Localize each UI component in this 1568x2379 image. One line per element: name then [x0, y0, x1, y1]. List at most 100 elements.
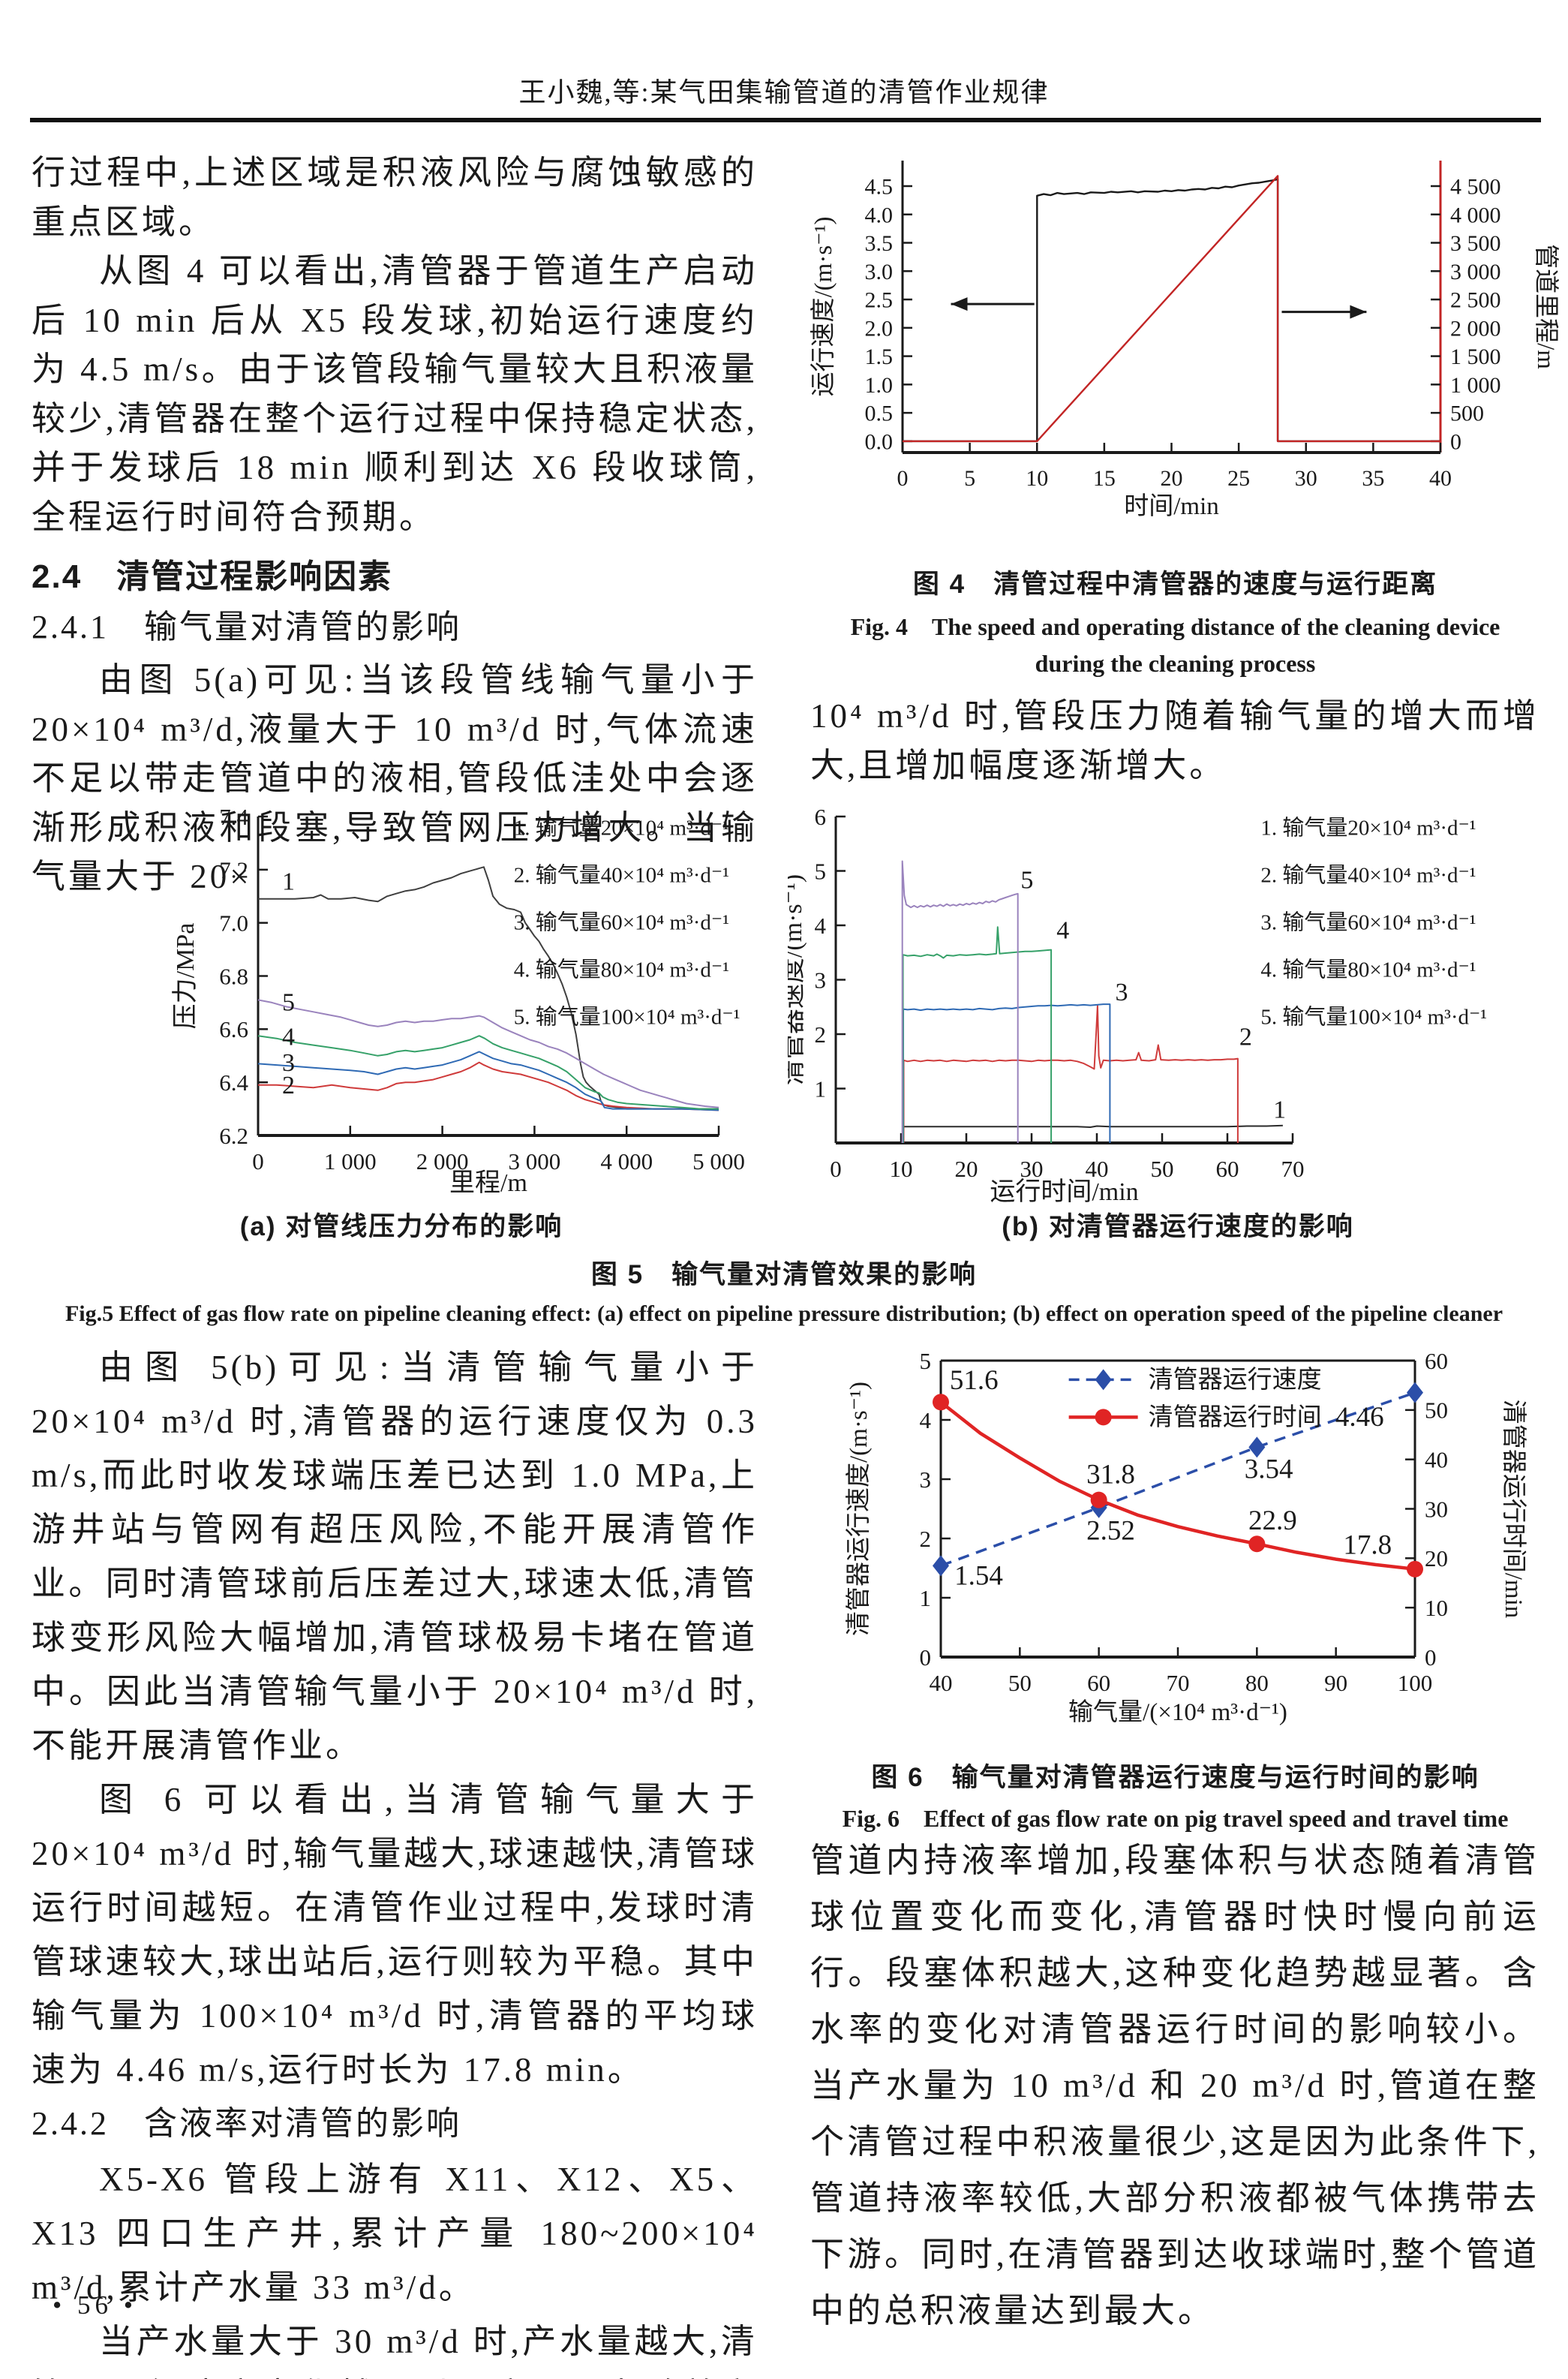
svg-text:60: 60: [1216, 1156, 1239, 1182]
paragraph: 由图 5(b)可见:当清管输气量小于 20×10⁴ m³/d 时,清管器的运行速…: [32, 1349, 758, 1764]
svg-text:0: 0: [1450, 429, 1461, 454]
svg-text:51.6: 51.6: [950, 1365, 999, 1396]
svg-text:10: 10: [890, 1156, 913, 1182]
svg-text:4.46: 4.46: [1335, 1402, 1384, 1433]
svg-text:40: 40: [930, 1670, 953, 1696]
paragraph: 图 6 可以看出,当清管输气量大于 20×10⁴ m³/d 时,输气量越大,球速…: [32, 1781, 758, 2089]
svg-text:3 000: 3 000: [509, 1148, 561, 1174]
figure5-caption-zh: 图 5 输气量对清管效果的影响: [590, 1260, 978, 1289]
svg-text:5: 5: [815, 858, 827, 884]
figure4-caption-en-line2: during the cleaning process: [1035, 650, 1316, 677]
paragraph: 行过程中,上述区域是积液风险与腐蚀敏感的重点区域。: [32, 154, 758, 241]
svg-text:3. 输气量60×10⁴ m³·d⁻¹: 3. 输气量60×10⁴ m³·d⁻¹: [1260, 910, 1476, 935]
svg-text:2.52: 2.52: [1086, 1516, 1135, 1547]
svg-text:5: 5: [1020, 867, 1033, 895]
svg-text:25: 25: [1227, 466, 1250, 491]
section-heading-2-4: 2.4 清管过程影响因素: [32, 558, 393, 595]
paragraph: 当产水量大于 30 m³/d 时,产水量越大,清管器运行速度变化越剧烈。这是因为…: [32, 2323, 758, 2379]
svg-text:2: 2: [282, 1072, 295, 1099]
svg-text:40: 40: [1425, 1447, 1448, 1473]
page-header-title: 王小魏,等:某气田集输管道的清管作业规律: [518, 77, 1050, 107]
svg-text:5: 5: [964, 466, 975, 491]
svg-text:管道里程/m: 管道里程/m: [1532, 244, 1559, 369]
svg-text:2: 2: [815, 1021, 827, 1048]
svg-text:70: 70: [1167, 1670, 1190, 1696]
svg-text:4.0: 4.0: [865, 203, 894, 227]
svg-text:6.8: 6.8: [219, 963, 248, 989]
svg-text:2.5: 2.5: [865, 288, 894, 313]
figure6-caption-en: Fig. 6 Effect of gas flow rate on pig tr…: [842, 1805, 1509, 1832]
svg-text:时间/min: 时间/min: [1124, 493, 1219, 520]
section-heading-2-4-1: 2.4.1 输气量对清管的影响: [32, 609, 461, 645]
svg-text:2.0: 2.0: [865, 316, 894, 341]
svg-text:3.0: 3.0: [865, 260, 894, 284]
svg-text:50: 50: [1151, 1156, 1174, 1182]
figure5b-chart: 0 10 20 30 40 50 60 70123456运行时间/min清管器速度/(m·s⁻…: [788, 804, 1487, 1203]
svg-text:1.0: 1.0: [865, 373, 894, 398]
svg-text:4. 输气量80×10⁴ m³·d⁻¹: 4. 输气量80×10⁴ m³·d⁻¹: [514, 958, 729, 982]
svg-text:1.5: 1.5: [865, 344, 894, 369]
svg-text:4 000: 4 000: [600, 1148, 653, 1174]
figure5b: 0 10 20 30 40 50 60 70 1 2 3 4 5 6 运行时间/min 清管器速度/(m·s⁻…: [788, 794, 1568, 1203]
svg-text:1 000: 1 000: [324, 1148, 377, 1174]
svg-text:1: 1: [815, 1075, 827, 1102]
svg-text:清管器运行速度: 清管器运行速度: [1149, 1366, 1322, 1394]
svg-text:5: 5: [920, 1348, 932, 1374]
svg-text:50: 50: [1008, 1670, 1032, 1696]
svg-text:50: 50: [1425, 1397, 1448, 1424]
svg-text:22.9: 22.9: [1248, 1505, 1297, 1536]
svg-text:5 000: 5 000: [692, 1148, 745, 1174]
svg-text:0: 0: [920, 1644, 932, 1671]
svg-text:5: 5: [282, 989, 295, 1017]
svg-text:清管器运行时间/min: 清管器运行时间/min: [1500, 1400, 1527, 1619]
right-column-top: 10⁴ m³/d 时,管段压力随着输气量的增大而增大,且增加幅度逐渐增大。: [810, 692, 1539, 790]
svg-text:0.0: 0.0: [865, 429, 894, 454]
svg-text:2: 2: [920, 1526, 932, 1552]
svg-text:4: 4: [815, 913, 827, 939]
svg-text:3 500: 3 500: [1450, 231, 1501, 256]
svg-text:2: 2: [1239, 1024, 1252, 1051]
svg-text:2. 输气量40×10⁴ m³·d⁻¹: 2. 输气量40×10⁴ m³·d⁻¹: [514, 863, 729, 888]
svg-text:0: 0: [897, 466, 909, 491]
figure4: 0 5 10 15 20 25 30 35 40 0.0 0.5 1.0 1.5 2.0 2.5 3.0 3.5…: [809, 144, 1559, 542]
svg-text:6.2: 6.2: [219, 1123, 248, 1149]
svg-text:3: 3: [282, 1049, 295, 1077]
svg-text:4 000: 4 000: [1450, 203, 1501, 227]
svg-text:0.5: 0.5: [865, 402, 894, 426]
svg-text:2 500: 2 500: [1450, 288, 1501, 313]
svg-text:3.54: 3.54: [1245, 1454, 1293, 1484]
svg-text:1: 1: [1273, 1096, 1286, 1124]
svg-text:7.2: 7.2: [219, 857, 248, 883]
svg-text:1 500: 1 500: [1450, 344, 1501, 369]
svg-text:3: 3: [815, 967, 827, 993]
svg-text:30: 30: [1295, 466, 1317, 491]
svg-text:里程/m: 里程/m: [449, 1169, 527, 1197]
svg-text:输气量/(×10⁴ m³·d⁻¹): 输气量/(×10⁴ m³·d⁻¹): [1068, 1698, 1287, 1726]
svg-text:1: 1: [282, 868, 295, 895]
svg-text:0: 0: [1425, 1644, 1437, 1671]
svg-text:1: 1: [920, 1585, 932, 1611]
svg-text:31.8: 31.8: [1086, 1459, 1135, 1490]
svg-text:30: 30: [1425, 1496, 1448, 1522]
svg-text:清管器运行时间: 清管器运行时间: [1149, 1403, 1322, 1431]
svg-text:15: 15: [1093, 466, 1116, 491]
svg-text:500: 500: [1450, 402, 1484, 426]
svg-text:7.0: 7.0: [219, 910, 248, 937]
svg-text:60: 60: [1425, 1348, 1448, 1374]
svg-text:6: 6: [815, 804, 827, 830]
svg-text:1. 输气量20×10⁴ m³·d⁻¹: 1. 输气量20×10⁴ m³·d⁻¹: [514, 816, 729, 841]
svg-text:清管器速度/(m·s⁻¹): 清管器速度/(m·s⁻¹): [788, 874, 807, 1085]
svg-text:6.6: 6.6: [219, 1016, 248, 1042]
svg-text:2. 输气量40×10⁴ m³·d⁻¹: 2. 输气量40×10⁴ m³·d⁻¹: [1260, 863, 1476, 888]
svg-text:4. 输气量80×10⁴ m³·d⁻¹: 4. 输气量80×10⁴ m³·d⁻¹: [1260, 958, 1476, 982]
figure6-caption-zh: 图 6 输气量对清管器运行速度与运行时间的影响: [871, 1763, 1479, 1792]
svg-text:3.5: 3.5: [865, 231, 894, 256]
figure4-chart: 0 5 10 15 20 25 30 35 40 0.0 0.5 1.0 1.5 2.0 2.5 3.0 3.5…: [810, 161, 1559, 520]
svg-text:清管器运行速度/(m·s⁻¹): 清管器运行速度/(m·s⁻¹): [845, 1382, 873, 1636]
svg-text:运行时间/min: 运行时间/min: [990, 1177, 1138, 1203]
svg-text:90: 90: [1324, 1670, 1347, 1696]
svg-text:3: 3: [1116, 979, 1128, 1006]
svg-text:5. 输气量100×10⁴ m³·d⁻¹: 5. 输气量100×10⁴ m³·d⁻¹: [1260, 1005, 1487, 1030]
svg-text:20: 20: [955, 1156, 978, 1182]
